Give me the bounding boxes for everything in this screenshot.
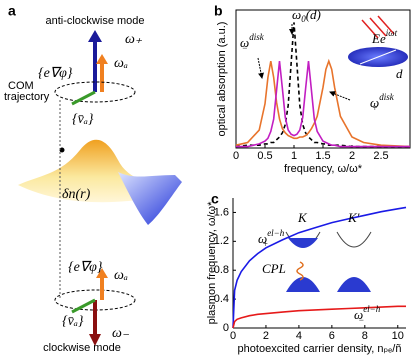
label: {e∇φ} <box>38 66 73 81</box>
label: {v̄ₐ} <box>62 314 84 329</box>
annotation-part: CPL <box>262 261 286 276</box>
series-line <box>235 22 410 148</box>
annotation: d <box>396 66 403 81</box>
y-tick-label: 0.8 <box>214 264 229 276</box>
density-dip <box>118 172 182 225</box>
label: ωₐ <box>114 268 128 283</box>
mode-label: anti-clockwise mode <box>45 15 144 27</box>
pointer-arrow <box>329 91 351 101</box>
pointer-arrow <box>257 57 264 79</box>
annotation-part: el−h <box>267 228 285 238</box>
annotation: ω0(d) <box>292 7 321 24</box>
x-axis-label: frequency, ω/ω* <box>284 163 363 175</box>
annotation-part: el−h <box>363 304 381 314</box>
y-axis-label: optical absorption (a.u.) <box>216 22 228 137</box>
field-arrow <box>361 19 379 39</box>
x-tick-label: 2 <box>349 150 355 162</box>
field-arrow <box>369 17 387 37</box>
cone <box>337 277 371 292</box>
annotation: K′ <box>347 210 360 225</box>
x-tick-label: 1.5 <box>315 150 330 162</box>
arrow <box>88 30 102 42</box>
label: {e∇φ} <box>68 260 103 275</box>
annotation: K <box>297 210 308 225</box>
x-tick-label: 0.5 <box>257 150 272 162</box>
cone-inset <box>285 231 372 292</box>
label: δn(r) <box>62 187 91 202</box>
annotation: ωel−h + <box>258 228 285 249</box>
annotation-part: (d) <box>306 7 321 22</box>
cone <box>286 277 320 292</box>
series-line <box>232 305 406 329</box>
arrow <box>96 54 108 64</box>
annotation-part: K′ <box>347 210 360 225</box>
annotation: CPL <box>262 261 286 276</box>
annotation-part: + <box>262 239 268 249</box>
x-tick-label: 10 <box>392 330 404 342</box>
cpl-photon <box>296 261 304 281</box>
x-tick-label: 6 <box>329 330 335 342</box>
annotation-part: K <box>297 210 308 225</box>
panel-label: a <box>8 3 16 19</box>
annotation-part: 0 <box>301 14 306 24</box>
label: trajectory <box>4 91 50 103</box>
cone-fill <box>288 238 318 248</box>
y-axis-label: plasmon frequency, ω/ω* <box>206 201 218 324</box>
annotation-part: ω <box>258 231 267 246</box>
y-tick-label: 0 <box>223 322 229 334</box>
annotation-part: ω <box>370 95 379 110</box>
arrow <box>71 298 96 314</box>
series-line <box>235 58 411 148</box>
mode-label: clockwise mode <box>43 342 121 354</box>
annotation-part: ω <box>240 35 249 50</box>
panel-a: a anti-clockwise mode ω₊ ωₐ {e∇φ} COM tr… <box>4 3 182 354</box>
label: COM <box>8 80 34 92</box>
x-tick-label: 2.5 <box>373 150 388 162</box>
annotation-part: disk <box>249 32 265 42</box>
x-axis-label: photoexcited carrier density, nₚₑ/ñ <box>238 343 402 355</box>
panel-label: c <box>211 191 219 207</box>
annotation-part: d <box>396 66 403 81</box>
series-line <box>236 61 410 148</box>
x-tick-label: 1 <box>291 150 297 162</box>
annotation-part: + <box>372 103 378 113</box>
label: ω₊ <box>125 32 143 47</box>
arrow <box>96 268 108 278</box>
panel-label: b <box>214 3 223 19</box>
diameter <box>359 49 397 65</box>
x-tick-label: 0 <box>233 150 239 162</box>
annotation-part: − <box>358 315 364 325</box>
label: {v̄ₐ} <box>72 112 94 127</box>
annotation: ωel−h − <box>354 304 381 325</box>
annotation: Eeiωt <box>371 28 398 46</box>
y-tick-label: 1.2 <box>214 235 229 247</box>
field-arrow <box>377 15 395 35</box>
x-tick-label: 8 <box>362 330 368 342</box>
annotation-part: disk <box>379 92 395 102</box>
x-tick-label: 4 <box>296 330 302 342</box>
disk-inset <box>348 15 408 67</box>
annotation-part: ω <box>292 7 301 22</box>
annotation-part: ω <box>354 307 363 322</box>
arrow <box>89 334 101 346</box>
y-tick-label: 0.4 <box>214 293 229 305</box>
annotation-part: iωt <box>386 28 398 38</box>
arrow <box>71 90 96 106</box>
annotation-part: Ee <box>371 31 386 46</box>
annotation: ωdisk − <box>240 32 265 53</box>
y-tick-label: 1.6 <box>214 206 229 218</box>
annotation-part: − <box>242 43 248 53</box>
cone <box>336 231 372 248</box>
label: ωₐ <box>114 56 128 71</box>
annotation: ωdisk + <box>370 92 395 113</box>
trajectory <box>54 81 136 103</box>
x-tick-label: 2 <box>263 330 269 342</box>
series-line <box>232 206 407 329</box>
label: ω₋ <box>112 326 130 341</box>
x-tick-label: 0 <box>230 330 236 342</box>
dot <box>59 147 65 153</box>
